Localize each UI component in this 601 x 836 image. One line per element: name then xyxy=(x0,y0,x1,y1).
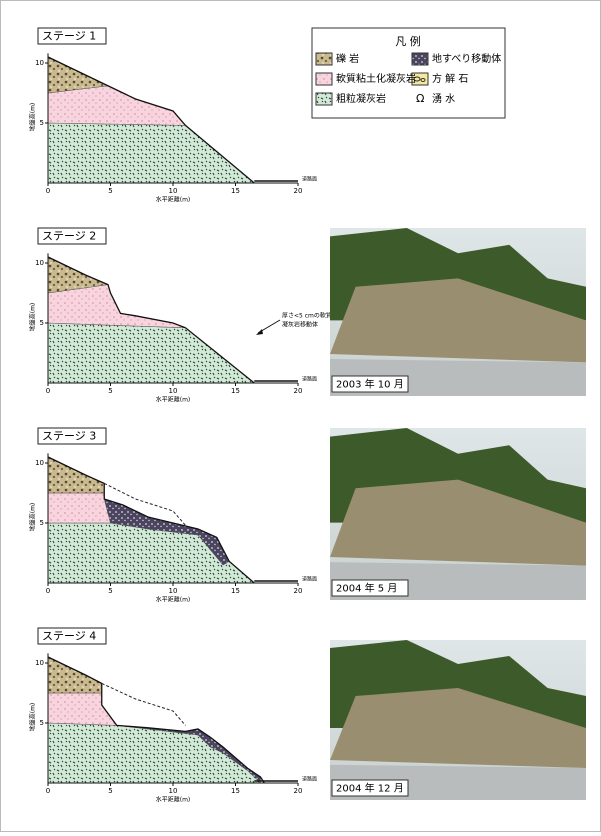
legend-item: 礫 岩 xyxy=(336,52,359,65)
y-tick-label: 10 xyxy=(35,59,44,67)
rock-layer xyxy=(48,693,117,725)
stage-label: ステージ 3 xyxy=(42,430,96,443)
stage-label: ステージ 4 xyxy=(42,630,96,643)
photo-caption: 2003 年 10 月 xyxy=(336,378,404,391)
annotation-arrowhead xyxy=(256,329,263,335)
x-axis-label: 水平距離(m) xyxy=(156,796,191,804)
photo-caption: 2004 年 12 月 xyxy=(336,782,404,795)
y-tick-label: 10 xyxy=(35,259,44,267)
x-tick-label: 20 xyxy=(294,187,303,195)
photo-caption: 2004 年 5 月 xyxy=(336,582,397,595)
stage-label: ステージ 2 xyxy=(42,230,96,243)
y-tick-label: 5 xyxy=(40,519,44,527)
y-tick-label: 5 xyxy=(40,319,44,327)
spring-symbol: Ω xyxy=(416,92,424,105)
legend-item: 湧 水 xyxy=(432,93,455,105)
legend-title: 凡 例 xyxy=(395,34,421,48)
rock-layer xyxy=(48,86,186,126)
legend: 凡 例 Ω 礫 岩 地すべり移動体 軟質粘土化凝灰岩 方 解 石 粗粒凝灰岩 湧… xyxy=(312,28,505,118)
x-tick-label: 0 xyxy=(46,587,50,595)
legend-item: 地すべり移動体 xyxy=(432,52,501,65)
photo: 2004 年 12 月 xyxy=(330,640,586,800)
x-tick-label: 5 xyxy=(108,187,112,195)
rock-layer xyxy=(48,457,104,493)
photo: 2003 年 10 月 xyxy=(330,228,586,396)
original-surface xyxy=(102,683,186,725)
x-tick-label: 0 xyxy=(46,187,50,195)
x-tick-label: 10 xyxy=(169,187,178,195)
road-label: 道路面 xyxy=(302,376,317,383)
x-tick-label: 15 xyxy=(231,187,240,195)
x-tick-label: 20 xyxy=(294,787,303,795)
legend-item: 方 解 石 xyxy=(432,72,468,85)
page: 凡 例 Ω 礫 岩 地すべり移動体 軟質粘土化凝灰岩 方 解 石 粗粒凝灰岩 湧… xyxy=(0,0,601,832)
legend-item: 粗粒凝灰岩 xyxy=(336,92,386,105)
x-tick-label: 15 xyxy=(231,787,240,795)
rock-layer xyxy=(48,123,254,183)
x-tick-label: 20 xyxy=(294,587,303,595)
y-axis-label: 地盤高(m) xyxy=(29,303,37,332)
y-axis-label: 地盤高(m) xyxy=(29,503,37,532)
annotation: 凝灰岩移動体 xyxy=(282,321,318,329)
x-tick-label: 10 xyxy=(169,387,178,395)
y-tick-label: 5 xyxy=(40,119,44,127)
rock-layer xyxy=(48,657,102,693)
x-tick-label: 15 xyxy=(231,387,240,395)
x-tick-label: 20 xyxy=(294,387,303,395)
y-tick-label: 5 xyxy=(40,719,44,727)
x-tick-label: 5 xyxy=(108,787,112,795)
x-tick-label: 10 xyxy=(169,587,178,595)
road-label: 道路面 xyxy=(302,776,317,783)
y-axis-label: 地盤高(m) xyxy=(29,703,37,732)
stage-label: ステージ 1 xyxy=(42,30,96,43)
y-tick-label: 10 xyxy=(35,659,44,667)
x-tick-label: 0 xyxy=(46,787,50,795)
x-axis-label: 水平距離(m) xyxy=(156,396,191,404)
photo: 2004 年 5 月 xyxy=(330,428,586,600)
x-axis-label: 水平距離(m) xyxy=(156,196,191,204)
y-axis-label: 地盤高(m) xyxy=(29,103,37,132)
x-tick-label: 10 xyxy=(169,787,178,795)
legend-item: 軟質粘土化凝灰岩 xyxy=(336,72,416,85)
x-tick-label: 5 xyxy=(108,387,112,395)
road-label: 道路面 xyxy=(302,576,317,583)
x-tick-label: 15 xyxy=(231,587,240,595)
road-label: 道路面 xyxy=(302,176,317,183)
x-tick-label: 5 xyxy=(108,587,112,595)
rock-layer xyxy=(48,323,254,383)
x-axis-label: 水平距離(m) xyxy=(156,596,191,604)
y-tick-label: 10 xyxy=(35,459,44,467)
x-tick-label: 0 xyxy=(46,387,50,395)
rock-layer xyxy=(48,493,111,523)
